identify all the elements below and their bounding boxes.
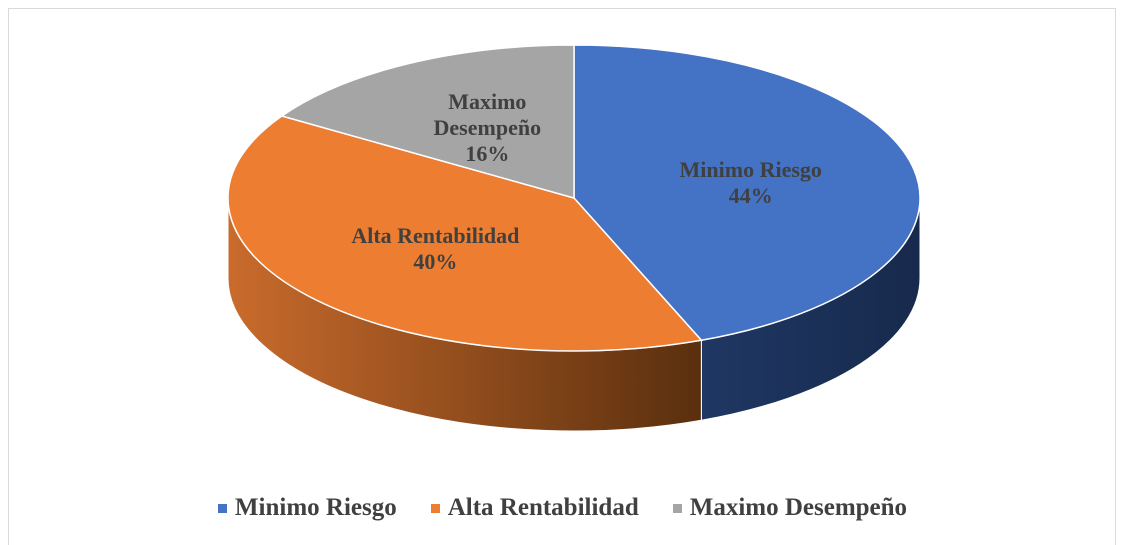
data-label-category: Alta Rentabilidad [351,222,520,248]
data-label: Alta Rentabilidad 40% [315,223,555,275]
data-label-value: 16% [465,141,510,167]
data-label-category: Minimo Riesgo [679,157,822,183]
legend-item: Alta Rentabilidad [430,494,639,522]
legend-swatch [217,503,227,513]
chart-frame [8,8,1116,545]
legend-label: Alta Rentabilidad [447,494,639,521]
data-label-category: Maximo Desempeño [433,89,542,141]
legend-label: Minimo Riesgo [234,494,397,521]
legend-item: Minimo Riesgo [217,494,397,522]
legend: Minimo Riesgo Alta Rentabilidad Maximo Des… [0,494,1125,522]
legend-swatch [430,503,440,513]
pie-slice [227,115,703,352]
legend-item: Maximo Desempeño [672,494,908,522]
legend-label: Maximo Desempeño [689,494,908,521]
data-label: Minimo Riesgo 44% [631,157,871,209]
data-label-value: 44% [728,183,773,209]
pie-slice [280,44,575,199]
data-label-value: 40% [413,248,458,274]
data-label: Maximo Desempeño 16% [423,89,551,167]
legend-swatch [672,503,682,513]
pie-slice [573,44,921,342]
